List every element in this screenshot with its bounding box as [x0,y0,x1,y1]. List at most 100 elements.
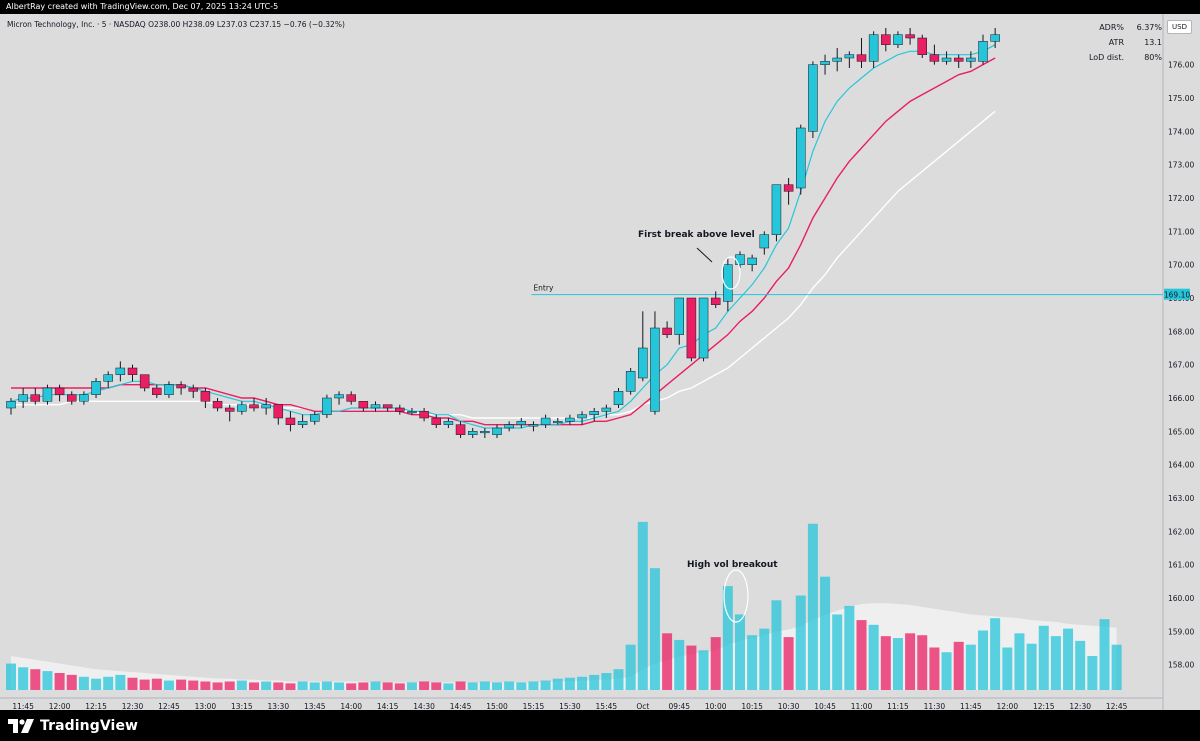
annotation-high-vol: High vol breakout [687,560,778,570]
volume-bar [1099,619,1110,690]
symbol-ohlc-line: Micron Technology, Inc. · 5 · NASDAQ O23… [7,20,345,29]
candle-body [528,424,539,427]
candle-body [893,34,903,45]
candle-body [480,431,490,434]
volume-bar [103,676,114,690]
candle-body [176,384,186,389]
price-tick-label: 164.00 [1168,461,1194,470]
candle-body [492,427,502,435]
time-tick-label: 15:45 [596,702,618,710]
price-tick-label: 163.00 [1168,494,1194,503]
currency-badge[interactable]: USD [1167,20,1192,34]
candle-body [139,374,150,389]
volume-bar [419,681,430,690]
volume-bar [151,678,162,690]
volume-bar [892,638,903,690]
volume-bar [431,682,442,690]
candle-body [67,394,77,402]
price-chart[interactable]: 176.00 175.00 174.00 173.00 172.00 171.00 170.… [0,14,1200,710]
candle-body [42,387,53,402]
volume-bar [856,620,867,690]
time-tick-label: 09:45 [668,702,690,710]
candle-body [504,424,514,429]
volume-bar [698,650,709,690]
volume-bar [710,637,721,690]
candle-body [188,387,198,392]
volume-bar [820,576,831,690]
candle-body [431,417,441,425]
candle-body [929,54,940,62]
volume-bar [321,681,332,690]
volume-bar [528,681,539,690]
volume-bar [953,641,964,690]
volume-bar [479,681,490,690]
candle-body [18,394,28,402]
time-tick-label: 11:15 [887,702,909,710]
candle-body [237,404,247,412]
chart-caption: AlbertRay created with TradingView.com, … [0,0,1200,14]
volume-bar [807,523,818,690]
time-tick-label: 12:00 [996,702,1018,710]
tradingview-logo[interactable]: TradingView [8,716,138,736]
candle-body [856,54,867,62]
stats-row-atr: ATR 13.1 [1089,35,1162,50]
candle-body [419,411,429,419]
volume-bar [18,667,29,690]
volume-bar [78,676,89,690]
time-tick-label: 14:45 [450,702,472,710]
candle-body [334,394,344,399]
chart-frame[interactable]: 176.00 175.00 174.00 173.00 172.00 171.00 170.… [0,14,1200,710]
volume-bar [759,628,770,690]
candle-body [796,127,806,189]
time-tick-label: 12:45 [1106,702,1128,710]
price-tick-label: 166.00 [1168,394,1194,403]
tradingview-logo-text: TradingView [40,718,139,734]
candle-body [310,414,320,422]
volume-bar [334,682,345,690]
volume-bar [771,600,782,690]
volume-bar [212,682,223,690]
volume-bar [467,682,478,690]
candle-body [200,391,211,402]
candle-body [881,34,891,45]
entry-price-badge [1164,288,1190,300]
candle-body [747,257,757,265]
candle-body [115,367,126,375]
volume-bar [1111,644,1122,690]
candle-body [553,421,563,424]
price-tick-label: 173.00 [1168,161,1194,170]
stats-label: LoD dist. [1088,53,1124,62]
candle-body [370,404,381,409]
candle-body [540,417,551,425]
volume-bar [406,682,417,690]
volume-bar [674,639,685,690]
candle-body [577,414,587,419]
annotation-first-break: First break above level [638,230,755,240]
tradingview-logo-icon [8,719,34,733]
candle-body [127,367,138,375]
time-tick-label: 13:00 [195,702,217,710]
candle-body [820,61,830,65]
candle-body [30,394,41,402]
volume-bar [54,673,65,690]
volume-bar [91,678,102,690]
candle-body [443,421,454,425]
volume-bar [552,678,563,690]
time-tick-label: Oct [636,702,649,710]
stats-label: ADR% [1099,23,1124,32]
volume-bar [1014,633,1025,690]
candle-body [953,57,964,62]
volume-bar [880,636,891,690]
candle-body [261,404,271,409]
volume-bar [273,682,284,690]
time-tick-label: 14:15 [377,702,399,710]
price-tick-label: 174.00 [1168,127,1194,136]
volume-bar [455,681,466,690]
volume-bar [722,586,733,690]
price-tick-label: 165.00 [1168,427,1194,436]
volume-bar [747,635,758,690]
entry-price-label: 169.10 [1164,291,1190,300]
candle-body [467,431,478,435]
volume-bar [795,595,806,690]
candle-body [978,41,988,62]
